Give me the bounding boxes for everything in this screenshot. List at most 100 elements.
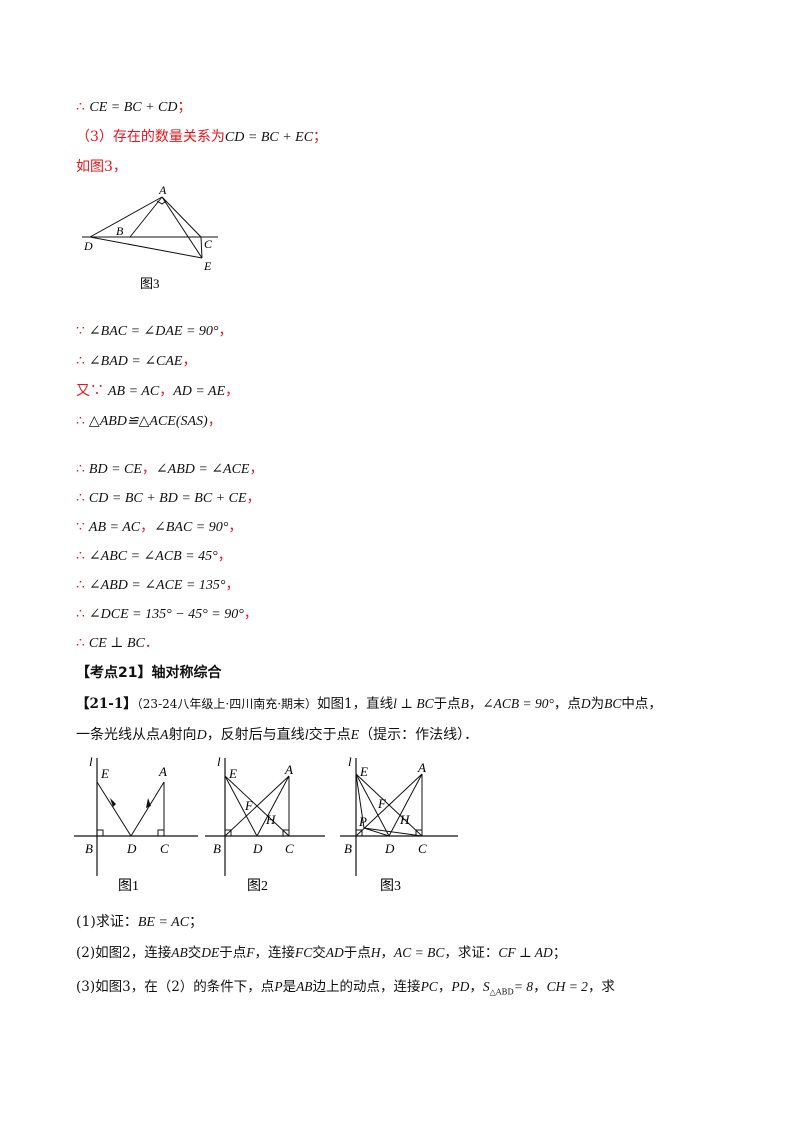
proof-step: ∴ CD = BC + BD = BC + CE， [76, 490, 261, 506]
arrow-icon [110, 798, 116, 807]
figure-caption: 图1 [118, 879, 139, 894]
solution-line: 如图3， [76, 156, 127, 176]
math-expression: CD = BC + EC [224, 130, 314, 145]
right-angle-mark [156, 200, 167, 205]
label-e: E [100, 766, 109, 781]
problem-id: 【21-1】 [76, 696, 137, 712]
math-expression: ∠ABD = ∠ACE [155, 462, 250, 477]
math-expression: ∠DCE = 135° − 45° = 90° [88, 607, 244, 622]
math-expression: BD = CE [88, 462, 142, 477]
label-a: A [417, 760, 426, 775]
right-angle-mark [224, 829, 232, 837]
figure-caption: 图2 [247, 879, 268, 894]
math-expression: ∠BAC = ∠DAE = 90° [88, 324, 219, 339]
label-d: D [384, 841, 395, 856]
label-c: C [418, 841, 427, 856]
label-d: D [83, 239, 93, 253]
arrow-icon [146, 798, 151, 808]
proof-step: ∵ ∠BAC = ∠DAE = 90°， [76, 323, 233, 339]
proof-step: ∵ AB = AC，∠BAC = 90°， [76, 519, 243, 535]
label-a: A [158, 183, 167, 197]
segment-ad [388, 773, 423, 837]
therefore-symbol: ∴ [76, 99, 85, 115]
math-expression: △ABD≌△ACE(SAS) [88, 414, 208, 429]
question-1: (1)求证：BE = AC； [76, 914, 204, 930]
figure-caption: 图3 [140, 276, 160, 291]
label-l: l [217, 754, 221, 769]
proof-step: ∴ ∠BAD = ∠CAE， [76, 353, 197, 369]
label-c: C [285, 841, 294, 856]
ray-ad [130, 781, 165, 837]
ray-de [96, 781, 132, 837]
label-e: E [228, 766, 237, 781]
label-h: H [265, 812, 276, 827]
label-d: D [252, 841, 263, 856]
segment-ec [355, 773, 423, 837]
math-expression: AB = AC [108, 384, 160, 399]
label-c: C [204, 237, 213, 251]
segment-ac [161, 196, 202, 238]
question-2: (2)如图2，连接AB交DE于点F，连接FC交AD于点H，AC = BC，求证：… [76, 945, 567, 961]
solution-text: （3）存在的数量关系为 [76, 129, 225, 145]
label-b: B [213, 841, 221, 856]
proof-step: ∴ ∠DCE = 135° − 45° = 90°， [76, 606, 258, 622]
segment-ec [224, 775, 290, 837]
label-p: P [358, 814, 367, 829]
label-f: F [244, 798, 254, 813]
figure-caption: 图3 [380, 879, 401, 894]
figure-2: l E A F H B D C 图2 [205, 754, 325, 894]
segment-de [224, 775, 258, 837]
segment-ce [200, 236, 203, 259]
right-angle-mark [157, 829, 165, 837]
solution-line: ∴ CE = BC + CD； [76, 99, 192, 115]
segment-de [355, 773, 390, 837]
math-expression: BE = AC [137, 915, 190, 930]
problem-source: （23-24八年级上·四川南充·期末） [136, 697, 318, 711]
segment-ae [161, 196, 203, 259]
label-c: C [160, 841, 169, 856]
problem-statement-line: 【21-1】（23-24八年级上·四川南充·期末）如图1，直线l ⊥ BC于点B… [76, 696, 662, 712]
proof-step: ∴ △ABD≌△ACE(SAS)， [76, 413, 222, 429]
segment-ba [129, 196, 163, 238]
segment-da [89, 196, 163, 238]
proof-step: ∴ ∠ABC = ∠ACB = 45°， [76, 548, 232, 564]
label-l: l [348, 754, 352, 769]
proof-step: ∴ ∠ABD = ∠ACE = 135°， [76, 577, 240, 593]
solution-line: （3）存在的数量关系为CD = BC + EC； [76, 129, 328, 145]
label-a: A [284, 762, 293, 777]
problem-statement-line: 一条光线从点A射向D，反射后与直线l交于点E（提示：作法线）． [76, 727, 479, 743]
math-expression: CD = BC + BD = BC + CE [88, 491, 247, 506]
figure-1: l E A B D C 图1 [74, 754, 198, 894]
segment-pe [355, 773, 365, 829]
proof-step: ∴ CE ⊥ BC． [76, 635, 159, 651]
math-expression: CE ⊥ BC [88, 636, 145, 651]
segment-pc [363, 827, 423, 837]
math-expression: CE = BC + CD [89, 100, 178, 115]
question-3: (3)如图3，在（2）的条件下，点P是AB边上的动点，连接PC，PD，S△ABD… [76, 979, 615, 997]
label-h: H [399, 812, 410, 827]
right-angle-mark [415, 829, 423, 837]
math-expression: ∠ABC = ∠ACB = 45° [88, 549, 218, 564]
math-expression: ∠ABD = ∠ACE = 135° [88, 578, 226, 593]
label-b: B [116, 224, 124, 238]
label-f: F [377, 796, 387, 811]
right-angle-mark [355, 829, 363, 837]
solution-text: 如图3， [76, 159, 127, 175]
label-a: A [158, 764, 167, 779]
figure-3: l E A F H P B D C 图3 [340, 754, 458, 894]
label-e: E [359, 764, 368, 779]
math-expression: ∠BAD = ∠CAE [88, 354, 183, 369]
math-expression: AB = AC [88, 520, 141, 535]
top-figure-3: A B C D E 图3 [82, 183, 218, 291]
segment-ad [256, 775, 290, 837]
right-angle-mark [96, 829, 104, 837]
label-l: l [89, 754, 93, 769]
right-angle-mark [282, 829, 290, 837]
segment-de [89, 236, 203, 259]
proof-step: 又∵ AB = AC，AD = AE， [76, 383, 240, 399]
label-e: E [203, 259, 212, 273]
segment-pd [363, 827, 390, 837]
math-expression: ∠BAC = 90° [154, 520, 229, 535]
proof-step: ∴ BD = CE，∠ABD = ∠ACE， [76, 461, 264, 477]
label-b: B [344, 841, 352, 856]
